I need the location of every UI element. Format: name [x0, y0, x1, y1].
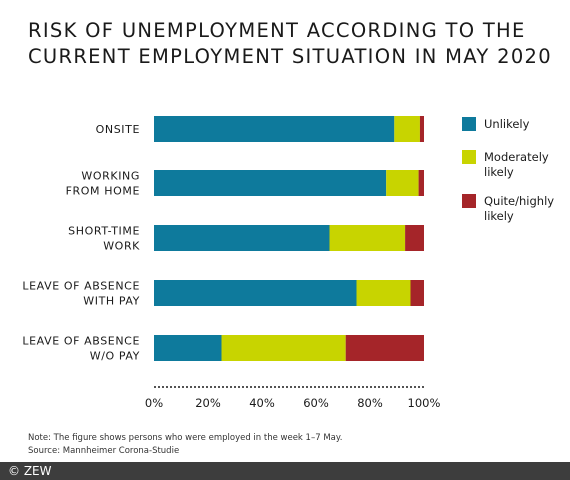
bar-1-series-1 — [386, 170, 419, 196]
legend-swatch-2 — [462, 194, 476, 208]
x-tick-label-0: 0% — [145, 396, 163, 410]
legend-label-1-line-1: likely — [484, 165, 514, 179]
note-text: Note: The figure shows persons who were … — [28, 433, 343, 443]
x-tick-label-5: 100% — [408, 396, 441, 410]
category-label-4-line-1: W/O PAY — [90, 350, 140, 363]
bar-0-series-0 — [154, 116, 395, 142]
bar-3-series-1 — [356, 280, 411, 306]
category-label-2-line-1: WORK — [103, 240, 140, 253]
bar-3-series-2 — [410, 280, 424, 306]
footer-bar: © ZEW — [0, 462, 570, 480]
legend-label-1-line-0: Moderately — [484, 150, 549, 164]
bar-2-series-2 — [405, 225, 424, 251]
chart-notes: Note: The figure shows persons who were … — [28, 432, 548, 458]
legend-swatch-0 — [462, 117, 476, 131]
bar-2-series-0 — [154, 225, 330, 251]
bar-1-series-0 — [154, 170, 387, 196]
category-label-2-line-0: SHORT-TIME — [68, 225, 140, 238]
category-label-0-line-0: ONSITE — [96, 123, 140, 136]
x-tick-labels: 0% 20% 40% 60% 80% 100% — [145, 396, 441, 410]
category-labels: ONSITE WORKING FROM HOME SHORT-TIME WORK LEAV… — [22, 123, 140, 363]
x-tick-label-4: 80% — [357, 396, 383, 410]
chart-title: RISK OF UNEMPLOYMENT ACCORDING TO THE CU… — [28, 19, 552, 68]
copyright-text: © ZEW — [8, 464, 52, 478]
x-tick-label-1: 20% — [195, 396, 221, 410]
bar-3-series-0 — [154, 280, 357, 306]
source-text: Source: Mannheimer Corona-Studie — [28, 446, 180, 456]
bar-0-series-1 — [394, 116, 420, 142]
category-label-4-line-0: LEAVE OF ABSENCE — [22, 335, 140, 348]
category-label-3-line-0: LEAVE OF ABSENCE — [22, 280, 140, 293]
legend-label-2-line-0: Quite/highly — [484, 194, 554, 208]
legend-label-2-line-1: likely — [484, 209, 514, 223]
bar-4-series-2 — [345, 335, 424, 361]
legend: UnlikelyModeratelylikelyQuite/highlylike… — [462, 117, 554, 223]
legend-label-0-line-0: Unlikely — [484, 117, 530, 131]
bar-1-series-2 — [418, 170, 424, 196]
legend-swatch-1 — [462, 150, 476, 164]
bars-layer — [154, 116, 424, 361]
x-tick-label-2: 40% — [249, 396, 275, 410]
bar-2-series-1 — [329, 225, 406, 251]
category-label-3-line-1: WITH PAY — [83, 295, 140, 308]
bar-4-series-1 — [221, 335, 346, 361]
stacked-bar-chart: ONSITE WORKING FROM HOME SHORT-TIME WORK LEAV… — [22, 116, 554, 410]
x-tick-label-3: 60% — [303, 396, 329, 410]
category-label-1-line-1: FROM HOME — [66, 185, 140, 198]
bar-4-series-0 — [154, 335, 222, 361]
bar-0-series-2 — [419, 116, 424, 142]
category-label-1-line-0: WORKING — [81, 170, 140, 183]
